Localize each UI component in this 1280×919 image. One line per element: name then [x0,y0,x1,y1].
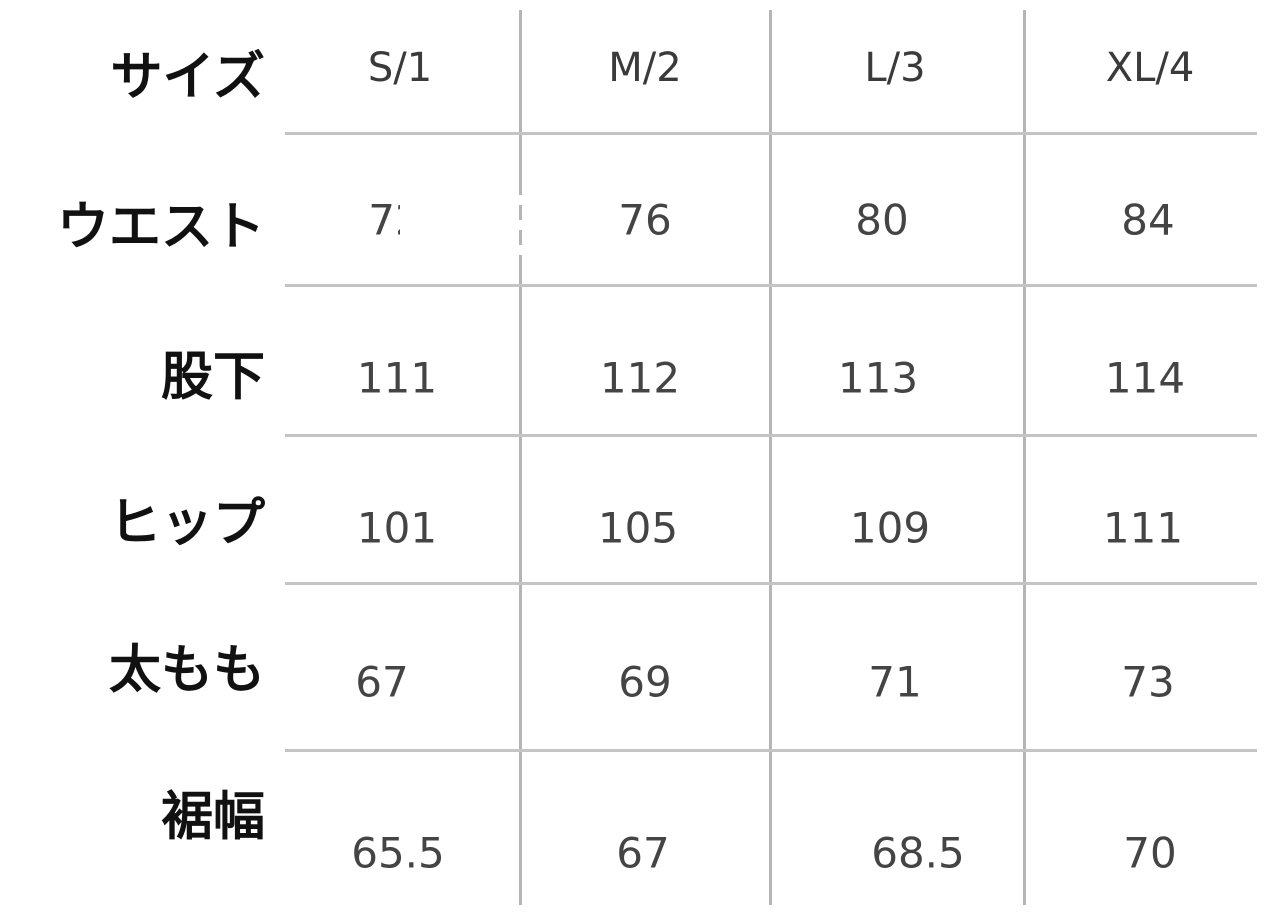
header-label: サイズ [110,47,265,108]
image-artifact [517,245,523,255]
row-label: 太もも [108,640,265,701]
table-cell: 109 [849,503,931,553]
table-cell: 67 [616,828,670,878]
table-cell: 67 [355,657,409,707]
column-divider [769,10,772,905]
row-divider [285,284,1257,287]
column-header-m: M/2 [608,45,682,91]
row-label: ヒップ [108,493,265,554]
table-cell: 70 [1123,828,1177,878]
table-cell: 105 [597,503,679,553]
table-cell: 80 [855,195,909,245]
table-cell: 113 [837,353,919,403]
column-header-s: S/1 [367,45,433,91]
column-header-l: L/3 [864,45,926,91]
image-artifact [517,195,523,205]
table-cell: 76 [618,195,672,245]
table-cell: 68.5 [871,828,965,878]
column-header-xl: XL/4 [1105,45,1195,91]
row-label: ウエスト [56,197,265,258]
image-artifact [400,185,518,265]
column-divider [519,10,522,905]
row-divider [285,434,1257,437]
image-artifact [517,220,523,230]
row-divider [285,749,1257,752]
table-cell: 112 [599,353,681,403]
row-label: 裾幅 [160,787,265,848]
table-cell: 84 [1121,195,1175,245]
table-cell: 65.5 [351,828,445,878]
row-label: 股下 [160,347,265,408]
table-cell: 111 [1102,503,1184,553]
table-cell: 101 [356,503,438,553]
table-cell: 73 [1121,657,1175,707]
row-divider [285,132,1257,135]
table-cell: 111 [356,353,438,403]
table-cell: 69 [618,657,672,707]
table-cell: 71 [868,657,922,707]
column-divider [1023,10,1026,905]
row-divider [285,582,1257,585]
table-cell: 114 [1104,353,1186,403]
